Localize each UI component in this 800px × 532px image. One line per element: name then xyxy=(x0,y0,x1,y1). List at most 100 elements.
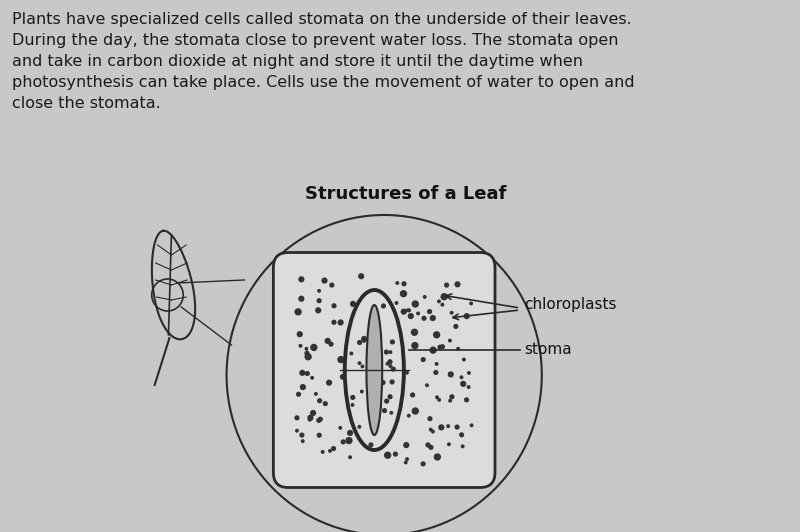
Point xyxy=(421,381,434,389)
Point xyxy=(378,406,391,415)
Point xyxy=(455,430,468,439)
Point xyxy=(386,378,398,386)
Point xyxy=(342,436,355,445)
Point xyxy=(384,393,397,401)
Point xyxy=(356,362,369,371)
Point xyxy=(295,275,308,284)
Point xyxy=(316,447,329,456)
Point xyxy=(458,355,470,364)
Point xyxy=(295,295,308,303)
Point xyxy=(390,299,403,307)
Point xyxy=(304,413,317,422)
Point xyxy=(301,349,314,358)
Point xyxy=(426,314,439,322)
Point xyxy=(327,318,340,327)
Ellipse shape xyxy=(366,305,382,435)
Point xyxy=(337,372,350,381)
Point xyxy=(345,349,358,358)
Point xyxy=(389,450,402,459)
Point xyxy=(307,343,320,352)
Point xyxy=(409,407,422,415)
Point xyxy=(430,330,443,339)
Point xyxy=(460,312,473,320)
Point xyxy=(346,300,359,308)
Point xyxy=(312,306,325,314)
Point xyxy=(436,301,449,309)
Point xyxy=(402,306,414,314)
Point xyxy=(442,440,455,448)
Point xyxy=(313,431,326,439)
Point xyxy=(326,281,338,289)
Point xyxy=(426,427,439,436)
Point xyxy=(303,415,316,424)
Point xyxy=(435,423,448,431)
Point xyxy=(384,362,397,370)
Point xyxy=(462,383,475,391)
Point xyxy=(456,442,469,451)
Point xyxy=(377,302,390,310)
Point xyxy=(433,396,446,404)
Point xyxy=(314,415,326,423)
Point xyxy=(385,409,398,417)
Point xyxy=(297,383,310,392)
Point xyxy=(358,337,370,345)
Point xyxy=(334,355,347,364)
Point xyxy=(365,440,378,449)
Point xyxy=(446,393,458,401)
Point xyxy=(301,369,314,378)
Point xyxy=(430,393,443,402)
Text: chloroplasts: chloroplasts xyxy=(524,296,617,312)
Point xyxy=(296,437,309,445)
Point xyxy=(319,400,332,408)
Point xyxy=(402,411,415,420)
Point xyxy=(406,390,419,399)
Point xyxy=(386,338,398,346)
Point xyxy=(346,401,359,409)
Point xyxy=(322,378,335,387)
Point xyxy=(430,360,443,368)
Point xyxy=(402,306,415,314)
Point xyxy=(418,293,431,301)
Point xyxy=(383,358,396,366)
FancyBboxPatch shape xyxy=(274,253,495,487)
Point xyxy=(409,300,422,308)
Point xyxy=(465,421,478,429)
Point xyxy=(294,342,307,350)
Point xyxy=(353,359,366,368)
Point xyxy=(290,427,303,435)
Point xyxy=(380,397,393,405)
Point xyxy=(423,307,436,316)
Point xyxy=(455,373,468,381)
Point xyxy=(344,429,357,437)
Point xyxy=(404,312,417,320)
Point xyxy=(358,335,370,343)
Point xyxy=(310,389,322,398)
Point xyxy=(377,378,390,387)
Point xyxy=(460,396,473,404)
Point xyxy=(450,423,463,431)
Point xyxy=(452,344,465,353)
Point xyxy=(443,336,456,345)
Point xyxy=(400,441,413,450)
Point xyxy=(322,337,334,345)
Point xyxy=(391,279,404,287)
Point xyxy=(346,393,359,402)
Point xyxy=(417,355,430,364)
Point xyxy=(397,289,410,298)
Point xyxy=(436,343,449,351)
Text: stoma: stoma xyxy=(524,343,572,358)
Point xyxy=(381,360,394,368)
Point xyxy=(398,279,410,288)
Text: Plants have specialized cells called stomata on the underside of their leaves.
D: Plants have specialized cells called sto… xyxy=(12,12,634,111)
Point xyxy=(446,309,458,317)
Point xyxy=(312,416,325,425)
Point xyxy=(412,309,425,318)
Point xyxy=(313,287,326,295)
Point xyxy=(355,387,368,396)
Point xyxy=(296,369,309,377)
Point xyxy=(290,413,303,422)
Point xyxy=(380,348,393,356)
Point xyxy=(408,328,421,337)
Text: Structures of a Leaf: Structures of a Leaf xyxy=(306,185,506,203)
Point xyxy=(425,443,438,452)
